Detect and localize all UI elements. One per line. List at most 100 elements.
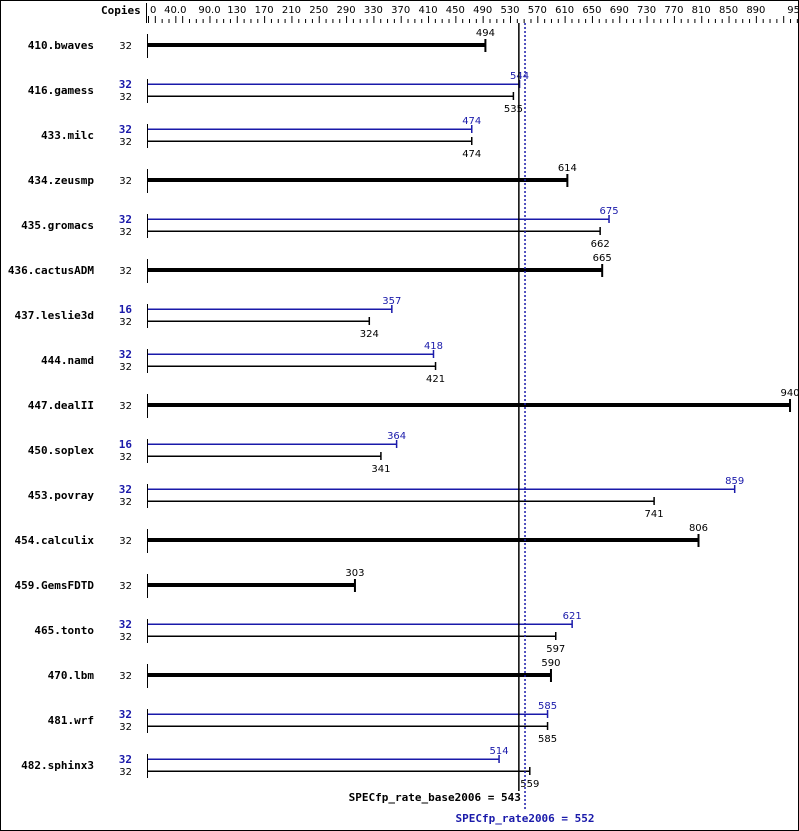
benchmark-label: 453.povray [28, 489, 95, 502]
base-value-label: 665 [593, 253, 612, 264]
base-bar [148, 538, 699, 542]
x-tick-label: 570 [528, 5, 547, 16]
benchmark-label: 416.gamess [28, 84, 94, 97]
peak-copies: 32 [119, 123, 132, 136]
x-tick-label: 950 [787, 5, 799, 16]
base-value-label: 324 [360, 329, 379, 340]
peak-copies: 32 [119, 483, 132, 496]
base-bar [148, 403, 791, 407]
peak-value-label: 585 [538, 701, 557, 712]
x-tick-label: 250 [309, 5, 328, 16]
benchmark-label: 454.calculix [15, 534, 95, 547]
base-value-label: 662 [591, 239, 610, 250]
base-bar [148, 320, 370, 322]
base-copies: 32 [119, 362, 132, 373]
peak-value-label: 474 [462, 116, 481, 127]
base-copies: 32 [119, 671, 132, 682]
x-tick-label: 530 [500, 5, 519, 16]
peak-bar [148, 218, 610, 220]
peak-copies: 16 [119, 438, 133, 451]
base-bar [148, 500, 655, 502]
base-copies: 32 [119, 41, 132, 52]
x-tick-label: 810 [692, 5, 711, 16]
x-tick-label: 450 [446, 5, 465, 16]
x-tick-label: 40.0 [164, 5, 186, 16]
base-bar [148, 635, 556, 637]
base-value-label: 806 [689, 523, 708, 534]
peak-copies: 32 [119, 348, 132, 361]
peak-copies: 32 [119, 618, 132, 631]
base-value-label: 597 [546, 644, 565, 655]
benchmark-label: 482.sphinx3 [21, 759, 94, 772]
benchmark-label: 436.cactusADM [8, 264, 94, 277]
benchmark-label: 447.dealII [28, 399, 94, 412]
x-tick-label: 770 [664, 5, 683, 16]
base-bar [148, 140, 472, 142]
base-bar [148, 230, 601, 232]
base-copies: 32 [119, 581, 132, 592]
x-tick-label: 730 [637, 5, 656, 16]
peak-bar [148, 488, 735, 490]
x-tick-label: 610 [555, 5, 574, 16]
peak-bar [148, 83, 520, 85]
peak-bar [148, 353, 434, 355]
x-tick-label: 90.0 [198, 5, 220, 16]
peak-value-label: 675 [599, 206, 618, 217]
base-copies: 32 [119, 401, 132, 412]
benchmark-label: 459.GemsFDTD [15, 579, 95, 592]
base-copies: 32 [119, 92, 132, 103]
base-bar [148, 95, 514, 97]
base-copies: 32 [119, 227, 132, 238]
base-bar [148, 673, 551, 677]
base-reference-label: SPECfp_rate_base2006 = 543 [349, 791, 521, 804]
x-tick-label: 170 [255, 5, 274, 16]
base-value-label: 741 [645, 509, 664, 520]
peak-value-label: 418 [424, 341, 443, 352]
benchmark-label: 433.milc [41, 129, 94, 142]
peak-bar [148, 713, 548, 715]
benchmark-label: 450.soplex [28, 444, 95, 457]
base-value-label: 494 [476, 28, 495, 39]
benchmark-label: 465.tonto [34, 624, 94, 637]
x-tick-label: 0 [150, 5, 156, 16]
base-value-label: 590 [541, 658, 560, 669]
x-tick-label: 290 [337, 5, 356, 16]
base-value-label: 341 [371, 464, 390, 475]
peak-bar [148, 758, 500, 760]
base-value-label: 940 [780, 388, 799, 399]
peak-value-label: 357 [382, 296, 401, 307]
base-copies: 32 [119, 632, 132, 643]
x-tick-label: 130 [227, 5, 246, 16]
base-value-label: 614 [558, 163, 577, 174]
base-bar [148, 178, 568, 182]
base-value-label: 421 [426, 374, 445, 385]
base-copies: 32 [119, 266, 132, 277]
peak-bar [148, 128, 472, 130]
peak-bar [148, 623, 573, 625]
base-bar [148, 583, 355, 587]
x-tick-label: 410 [418, 5, 437, 16]
base-value-label: 585 [538, 734, 557, 745]
base-copies: 32 [119, 137, 132, 148]
peak-copies: 32 [119, 78, 132, 91]
base-copies: 32 [119, 176, 132, 187]
x-tick-label: 890 [746, 5, 765, 16]
base-bar [148, 43, 486, 47]
base-copies: 32 [119, 767, 132, 778]
base-copies: 32 [119, 722, 132, 733]
peak-copies: 32 [119, 753, 132, 766]
copies-header: Copies [101, 4, 141, 17]
base-value-label: 474 [462, 149, 481, 160]
benchmark-label: 410.bwaves [28, 39, 94, 52]
x-tick-label: 210 [282, 5, 301, 16]
peak-value-label: 364 [387, 431, 406, 442]
peak-copies: 32 [119, 213, 132, 226]
base-value-label: 303 [345, 568, 364, 579]
base-bar [148, 455, 381, 457]
peak-value-label: 621 [563, 611, 582, 622]
x-tick-label: 850 [719, 5, 738, 16]
base-bar [148, 268, 603, 272]
peak-bar [148, 308, 392, 310]
base-copies: 32 [119, 536, 132, 547]
